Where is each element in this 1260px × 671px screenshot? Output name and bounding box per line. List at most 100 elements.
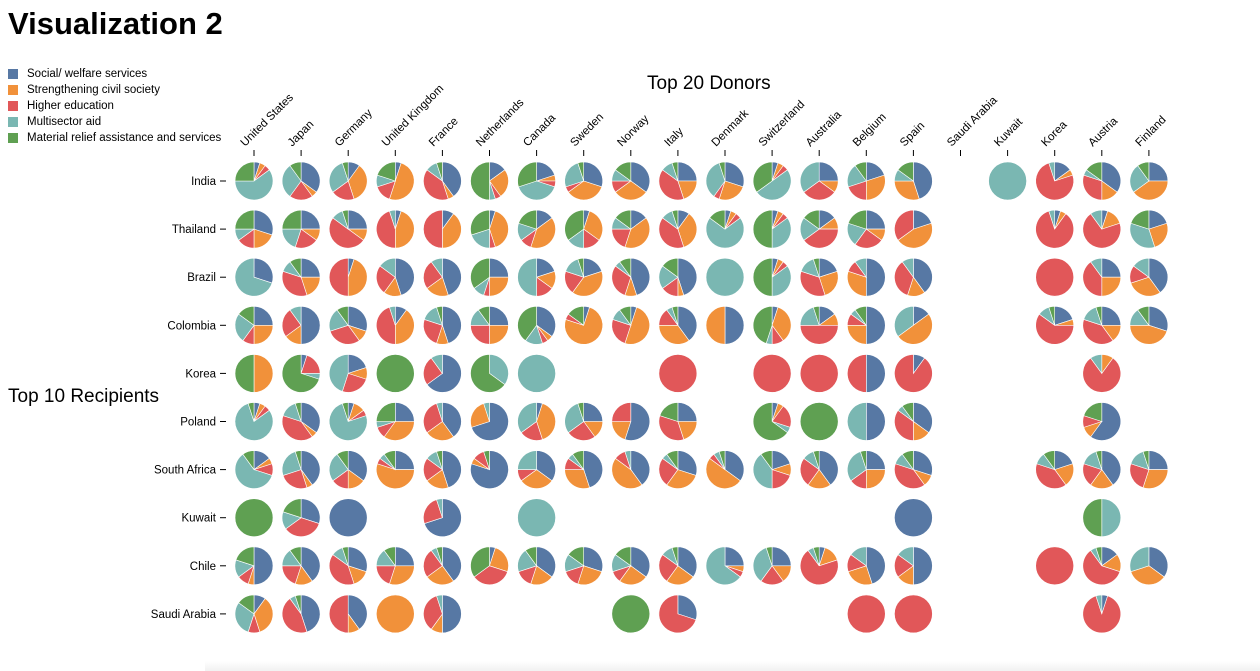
pie-cell bbox=[1035, 209, 1074, 249]
pie-cell bbox=[281, 305, 321, 345]
pie-slice bbox=[1090, 209, 1103, 231]
pie-slice bbox=[619, 257, 632, 279]
row-label: Thailand bbox=[172, 224, 216, 236]
pie-cell bbox=[1082, 402, 1122, 441]
pie-slice bbox=[234, 354, 255, 393]
pie-slice bbox=[1035, 546, 1074, 586]
pie-slice bbox=[705, 162, 726, 197]
pie-cell bbox=[1129, 161, 1169, 201]
pie-cell bbox=[281, 209, 321, 249]
pie-cell bbox=[1082, 209, 1122, 249]
pie-slice bbox=[913, 161, 933, 200]
pie-slice bbox=[913, 450, 933, 476]
pie-slice bbox=[752, 161, 773, 193]
pie-slice bbox=[281, 598, 308, 634]
pie-slice bbox=[328, 594, 349, 634]
pie-slice bbox=[677, 161, 698, 182]
pie-slice bbox=[281, 270, 308, 297]
pie-slice bbox=[577, 257, 584, 278]
pie-cell bbox=[1129, 546, 1169, 586]
pie-cell bbox=[281, 354, 321, 393]
pie-cell bbox=[658, 305, 698, 345]
legend-swatch bbox=[8, 117, 18, 127]
pie-cell bbox=[281, 257, 321, 297]
pie-slice bbox=[1148, 222, 1169, 248]
pie-slice bbox=[442, 594, 462, 634]
pie-slice bbox=[611, 594, 651, 634]
pie-cell bbox=[658, 450, 698, 489]
pie-slice bbox=[253, 546, 274, 586]
pie-slice bbox=[615, 546, 632, 567]
pie-slice bbox=[1090, 402, 1122, 441]
pie-slice bbox=[470, 209, 490, 236]
pie-cell bbox=[423, 161, 462, 201]
pie-slice bbox=[1101, 450, 1122, 486]
pie-cell bbox=[988, 161, 1027, 201]
pie-slice bbox=[1035, 162, 1074, 201]
pie-slice bbox=[611, 265, 632, 296]
pie-cell bbox=[1129, 209, 1169, 249]
pie-slice bbox=[294, 450, 302, 470]
pie-slice bbox=[281, 309, 302, 337]
pie-cell bbox=[517, 402, 556, 441]
column-label: Japan bbox=[286, 118, 317, 149]
pie-slice bbox=[901, 402, 914, 423]
pie-slice bbox=[752, 354, 792, 393]
pie-slice bbox=[1129, 463, 1150, 489]
pie-slice bbox=[658, 169, 685, 201]
pie-cell bbox=[611, 161, 651, 201]
pie-slice bbox=[818, 161, 839, 182]
pie-slice bbox=[389, 565, 415, 586]
pie-cell bbox=[423, 594, 462, 634]
pie-slice bbox=[901, 450, 914, 471]
pie-slice bbox=[300, 402, 321, 434]
pie-cell bbox=[470, 257, 509, 297]
column-label: Spain bbox=[898, 120, 927, 149]
pie-cell bbox=[799, 209, 839, 249]
pie-slice bbox=[423, 498, 462, 537]
pie-cell bbox=[705, 305, 745, 345]
pie-slice bbox=[281, 354, 320, 393]
pie-slice bbox=[567, 546, 584, 567]
pie-cell bbox=[1129, 450, 1169, 489]
pie-slice bbox=[436, 161, 443, 182]
pie-cell bbox=[517, 305, 556, 345]
pie-slice bbox=[1090, 354, 1103, 375]
pie-cell bbox=[1082, 354, 1122, 393]
pie-slice bbox=[375, 354, 415, 393]
pie-slice bbox=[630, 450, 651, 486]
pie-cell bbox=[234, 546, 274, 586]
legend-label: Social/ welfare services bbox=[27, 68, 148, 80]
column-label: Australia bbox=[804, 109, 845, 150]
pie-slice bbox=[1095, 450, 1103, 470]
pie-slice bbox=[423, 403, 443, 434]
pie-slice bbox=[897, 222, 933, 249]
legend-label: Multisector aid bbox=[27, 116, 102, 128]
pie-slice bbox=[724, 305, 745, 345]
pie-cell bbox=[894, 354, 933, 393]
pie-slice bbox=[328, 554, 355, 586]
pie-slice bbox=[615, 161, 632, 182]
pie-slice bbox=[619, 565, 647, 586]
pie-slice bbox=[1086, 161, 1103, 182]
pie-slice bbox=[611, 319, 632, 344]
pie-cell bbox=[1082, 257, 1122, 297]
pie-slice bbox=[897, 161, 914, 182]
pie-slice bbox=[289, 257, 302, 279]
pie-slice bbox=[423, 319, 443, 344]
pie-slice bbox=[282, 469, 308, 489]
pie-slice bbox=[705, 217, 745, 249]
pie-cell bbox=[658, 594, 698, 634]
pie-slice bbox=[709, 209, 726, 230]
pie-slice bbox=[1035, 463, 1067, 489]
column-label: Germany bbox=[333, 107, 375, 149]
bottom-scroll-edge bbox=[205, 661, 1260, 671]
pie-slice bbox=[624, 402, 651, 441]
pie-cell bbox=[799, 354, 839, 393]
pie-cell bbox=[1082, 305, 1122, 345]
pie-slice bbox=[375, 594, 415, 634]
pie-slice bbox=[253, 305, 274, 326]
pie-slice bbox=[854, 228, 883, 249]
pie-cell bbox=[705, 161, 745, 201]
pie-slice bbox=[423, 499, 443, 524]
